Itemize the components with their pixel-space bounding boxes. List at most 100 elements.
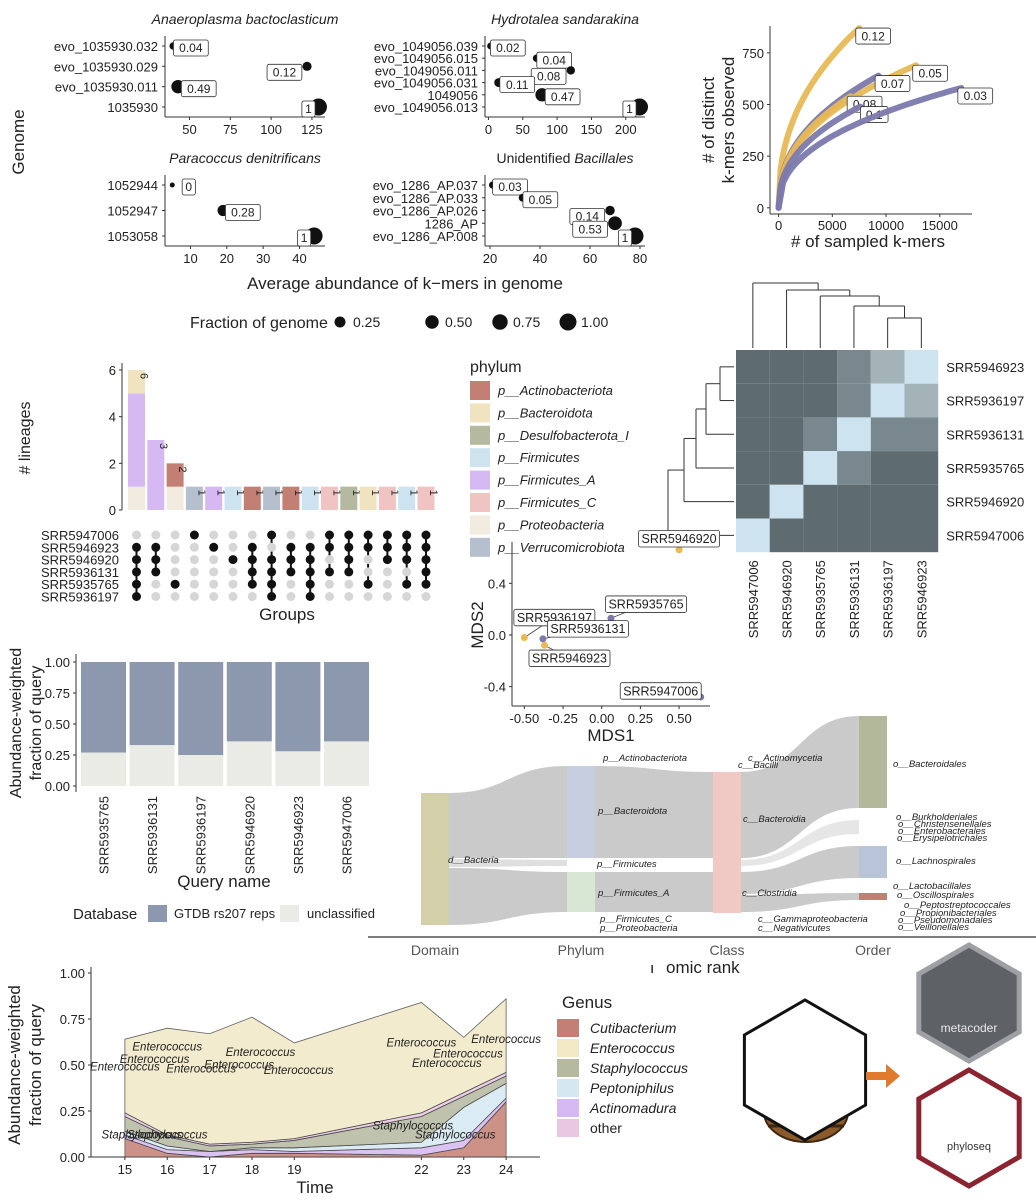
panel-f-ylabel-2: fraction of query [28,666,45,781]
heatmap-cell [870,417,905,452]
heatmap-cell [769,383,804,418]
panel-c-upset: 0 2 4 6 6 3 2 1 1 1 1 1 1 1 1 1 1 1 1 1 # lineages SRR5947006… [17,359,629,624]
x-tick-label: 10 [183,251,197,266]
upset-bar-label: 1 [253,490,265,496]
genome-label: evo_1035930.011 [55,80,158,95]
sankey-node-label: p__Firmicutes_C [599,914,672,925]
panel-b-rarefaction: 0 5000 10000 15000 0 250 500 750 0.12 0.05 0.07 0.0… [699,25,994,251]
sankey-node-lachnospirales [859,846,887,878]
fraction-label: 0.11 [506,78,529,92]
panel-a-ylabel: Genome [9,109,28,174]
upset-bar-segment [128,370,145,394]
set-membership-dot [421,579,431,589]
phylum-legend-swatch [470,425,490,445]
genome-point [302,61,312,71]
fraction-label-box [180,80,217,98]
set-membership-dot [209,555,219,565]
heatmap-cell [837,451,871,485]
genome-point [169,182,175,188]
sankey-axis-label: Class [709,942,744,958]
panel-g-xlabel-prefix: T [647,958,657,977]
set-membership-dot [132,530,141,540]
size-legend-title: Fraction of genome [190,315,328,332]
heatmap-cell [803,451,838,485]
query-name-label: SRR5946920 [242,796,257,874]
genus-legend-title: Genus [562,993,612,1012]
sankey-flow [741,846,859,894]
upset-bar-label: 1 [234,490,246,496]
curve-label-box [855,27,891,45]
x-tick-label: 5000 [818,218,847,233]
x-tick-label: 0.50 [666,711,691,726]
set-membership-dot [344,592,354,601]
legend-swatch-unclassified [280,905,299,922]
set-membership-dot [189,592,199,601]
mds-label: SRR5947006 [623,684,698,698]
set-label: SRR5946920 [41,553,119,568]
set-membership-dot [402,579,412,589]
x-tick-label: 18 [245,1162,259,1177]
area-annotation: Enterococcus [264,1065,334,1077]
genome-label: 1053058 [107,229,158,244]
panel-b-ylabel-1: # of distinct [699,77,718,163]
fraction-label: 0.08 [537,70,561,84]
upset-bar-label: 1 [311,490,323,496]
set-membership-dot [228,567,238,577]
set-membership-dot [189,542,199,552]
set-membership-dot [132,579,141,589]
set-membership-dot [286,592,296,601]
phylum-legend-label: p__Proteobacteria [497,517,604,532]
set-membership-dot [286,579,296,589]
heatmap-col-label: SRR5947006 [746,560,761,638]
heatmap-cell [904,484,939,519]
upset-bar-label: 1 [273,490,285,496]
y-tick-label: 0.25 [45,748,70,763]
phylum-legend-label: p__Firmicutes_C [497,495,597,510]
area-annotation: Enterococcus [433,1049,503,1061]
mds-point [607,614,615,622]
set-membership-dot [305,530,315,540]
set-membership-dot [344,555,354,565]
size-legend-dot [492,314,508,330]
bar-unclassified [324,741,369,786]
set-membership-dot [382,555,392,565]
set-membership-dot [209,579,219,589]
set-label: SRR5946923 [41,540,119,555]
heatmap-cell [870,518,905,553]
set-membership-dot [132,567,141,577]
curve-label: 0.05 [918,66,942,80]
upset-bar-segment [417,486,435,510]
area-annotation: Enterococcus [166,1063,236,1075]
y-tick-label: 0.75 [45,686,70,701]
phylum-legend-label: p__Desulfobacterota_I [497,428,629,443]
sankey-flow [449,868,567,925]
set-membership-dot [286,542,296,552]
panel-h-ylabel-2: fraction of query [26,1004,45,1126]
genome-label: evo_1286_AP.008 [373,229,478,244]
set-membership-dot [209,567,219,577]
upset-bar-label: 1 [388,490,400,496]
genome-label: evo_1286_AP.037 [373,178,478,193]
fraction-label: 0.47 [551,90,575,104]
y-tick-label: 0.75 [60,1012,85,1027]
set-membership-dot [170,542,180,552]
sankey-flow [449,766,567,858]
upset-bar-label: 2 [176,466,188,472]
set-membership-dot [382,542,392,552]
facet-title: Paracoccus denitrificans [169,150,321,166]
y-tick-label: 500 [742,98,764,113]
phylum-legend-swatch [470,493,490,512]
set-membership-dot [325,567,334,577]
set-membership-dot [189,530,199,540]
set-membership-dot [402,555,412,565]
genome-label: evo_1049056.011 [375,63,478,78]
sankey-node-label: o__Bacteroidales [893,759,967,770]
heatmap-cell [904,451,939,485]
heatmap-cell [904,518,939,553]
bar-gtdb [81,662,126,753]
set-label: SRR5935765 [41,577,119,592]
set-membership-dot [344,579,354,589]
panel-e-mds: -0.50 -0.25 0.00 0.25 0.50 -0.4 0.0 0.4 SRR59469… [468,530,720,745]
fraction-label-box [544,88,581,106]
